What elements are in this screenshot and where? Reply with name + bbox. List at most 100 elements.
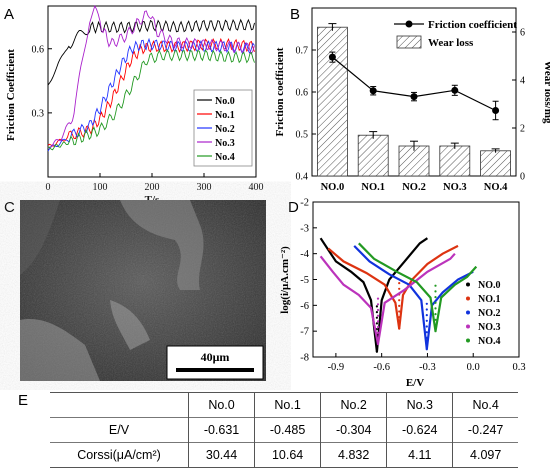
- curve-tail-point: [376, 331, 380, 334]
- y-tick-label: 0.3: [32, 108, 45, 119]
- y-tick-label: -4: [300, 249, 309, 260]
- y2-tick-label: 6: [520, 28, 525, 39]
- x-tick-label: 0: [46, 182, 51, 193]
- series-line-No.3: [47, 4, 255, 149]
- legend-label: No.3: [215, 138, 235, 149]
- y-tick-label: -5: [300, 275, 309, 286]
- table-cell: 30.44: [187, 442, 255, 468]
- series-line-No.0: [47, 18, 255, 86]
- curve-tail-point: [434, 284, 437, 287]
- legend-label: NO.4: [478, 336, 501, 347]
- series-line-No.2: [47, 37, 255, 152]
- curve-tail-point: [425, 336, 428, 339]
- panel-letter-e: E: [18, 392, 29, 409]
- legend-label: NO.0: [478, 280, 501, 291]
- curve-tail-point: [375, 328, 378, 331]
- table-row-label: Corssi(μA/cm²): [50, 442, 189, 468]
- x-tick-label: -0.6: [373, 362, 390, 373]
- y2-tick-label: 0: [520, 172, 525, 183]
- curve-tail-point: [376, 320, 380, 323]
- curve-tail-point: [434, 318, 437, 321]
- polarization-curve-NO.2: [353, 245, 474, 350]
- curve-tail-point: [375, 345, 378, 348]
- wear-bar: [439, 145, 471, 177]
- panel-b-legend: Friction coefficient Wear loss: [394, 19, 517, 49]
- friction-point: [328, 53, 336, 61]
- curve-tail-point: [376, 314, 380, 317]
- x-tick-label: -0.3: [419, 362, 436, 373]
- table-header-cell: No.0: [187, 393, 255, 418]
- curve-tail-point: [398, 304, 401, 307]
- scale-bar-box: [166, 345, 264, 380]
- curve-tail-point: [434, 307, 437, 310]
- table-header-cell: No.4: [452, 393, 518, 418]
- x-tick-label: NO.3: [443, 182, 467, 193]
- ecorr-table: No.0 No.1 No.2 No.3 No.4 E/V -0.631 -0.485 -0.30…: [50, 393, 518, 468]
- table-header-cell: No.1: [254, 393, 321, 418]
- x-tick-label: -0.9: [328, 362, 345, 373]
- x-tick-label: NO.4: [484, 182, 508, 193]
- polarization-curve-NO.4: [358, 242, 478, 332]
- table-cell: 4.11: [386, 442, 453, 468]
- panel-letter-a: A: [4, 6, 14, 23]
- figure-canvas: A B C D 0 100 200 300 400 0.3 0.6 Friction Coe…: [4, 4, 550, 390]
- y-tick-label: 0.7: [296, 46, 309, 57]
- y2-tick-label: 4: [520, 76, 525, 87]
- x-tick-label: 400: [249, 182, 264, 193]
- table-cell: -0.631: [187, 417, 255, 443]
- panel-c-sem-image: 40μm: [20, 200, 266, 381]
- wear-bar: [480, 150, 512, 177]
- panel-a-ylabel: Friction Coefficient: [5, 49, 17, 141]
- sem-debris-region: [20, 319, 100, 381]
- curve-tail-point: [375, 311, 378, 314]
- curve-tail-point: [434, 324, 437, 327]
- curve-tail-point: [398, 316, 401, 319]
- curve-tail-point: [376, 343, 380, 346]
- legend-marker-NO.3: [466, 324, 470, 329]
- y-tick-label: -6: [300, 301, 309, 312]
- curve-tail-point: [376, 325, 380, 329]
- x-tick-label: 100: [93, 182, 108, 193]
- x-tick-label: NO.1: [361, 182, 385, 193]
- panel-d-ylabel: log(i/μA.cm⁻²): [279, 246, 291, 314]
- curve-tail-point: [376, 337, 380, 340]
- legend-label: No.2: [215, 124, 235, 135]
- table-cell: 4.832: [320, 442, 387, 468]
- curve-tail-point: [375, 350, 378, 353]
- legend-label: NO.3: [478, 322, 501, 333]
- panel-letter-c: C: [4, 199, 15, 216]
- panel-letter-d: D: [288, 199, 299, 216]
- curve-tail-point: [376, 297, 380, 300]
- legend-label: No.1: [215, 110, 235, 121]
- curve-tail-point: [425, 348, 428, 351]
- panel-d-chart: -0.9 -0.6 -0.3 0.0 0.3 -2 -3 -4 -5 -6 -7 -8 log(i/μ…: [279, 198, 526, 390]
- curve-tail-point: [398, 310, 401, 313]
- table-header-cell: No.2: [320, 393, 387, 418]
- table-cell: -0.247: [452, 417, 518, 443]
- sem-particle: [110, 300, 150, 350]
- sem-wear-feature: [120, 200, 204, 290]
- table-header-row: No.0 No.1 No.2 No.3 No.4: [50, 393, 518, 418]
- curve-tail-point: [376, 303, 380, 306]
- friction-point: [492, 106, 500, 114]
- legend-label: No.4: [215, 152, 235, 163]
- curve-tail-point: [398, 321, 401, 324]
- legend-point-swatch: [405, 20, 413, 28]
- curve-tail-point: [375, 305, 378, 308]
- panel-a-legend: No.0 No.1 No.2 No.3 No.4: [193, 89, 253, 167]
- curve-tail-point: [425, 308, 428, 311]
- table-cell: -0.304: [320, 417, 387, 443]
- curve-tail-point: [434, 290, 437, 293]
- y-tick-label: 0.6: [32, 44, 45, 55]
- table-cell: -0.624: [386, 417, 453, 443]
- y-tick-label: -3: [300, 223, 309, 234]
- legend-marker-NO.0: [466, 282, 470, 287]
- y-tick-label: 0.5: [296, 130, 309, 141]
- table-row: Corssi(μA/cm²) 30.44 10.64 4.832 4.11 4.097: [50, 442, 518, 468]
- curve-tail-point: [398, 282, 401, 285]
- legend-marker-NO.4: [466, 338, 470, 343]
- friction-point: [369, 87, 377, 95]
- table-header-cell: [50, 393, 189, 418]
- legend-marker-NO.1: [466, 296, 470, 301]
- table-row: E/V -0.631 -0.485 -0.304 -0.624 -0.247: [50, 417, 518, 443]
